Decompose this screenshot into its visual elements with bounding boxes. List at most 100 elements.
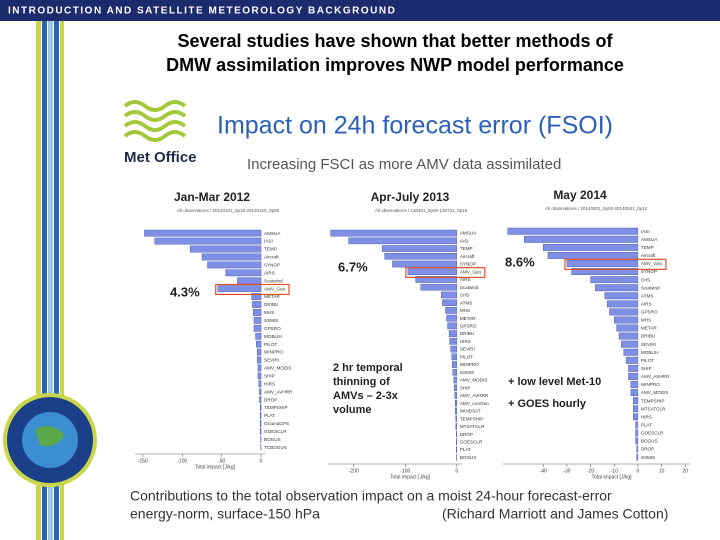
bar <box>420 283 458 291</box>
bar <box>448 330 458 337</box>
bar <box>225 269 262 277</box>
bar <box>452 361 458 368</box>
bar <box>445 307 458 314</box>
figure-subheading: Increasing FSCI as more AMV data assimil… <box>247 156 561 173</box>
category-label: TEMPSHIP <box>460 416 483 421</box>
category-label: IASI <box>264 239 273 244</box>
category-label: AMSUA <box>641 237 658 242</box>
category-label: SYNOP <box>460 262 476 267</box>
category-label: GPSRO <box>264 326 281 331</box>
bar <box>456 438 458 446</box>
bar <box>623 348 639 356</box>
category-label: TEMP <box>641 245 654 250</box>
category-label: WINPRO <box>264 350 283 355</box>
bar <box>257 372 262 380</box>
annotation: 4.3% <box>170 284 200 299</box>
bar <box>259 396 262 404</box>
category-label: MHS <box>264 310 274 315</box>
bar <box>635 421 639 429</box>
category-label: Scatwind <box>264 278 283 283</box>
x-tick-label: 20 <box>682 468 688 474</box>
category-label: DRIBU <box>460 331 474 336</box>
header: INTRODUCTION AND SATELLITE METEOROLOGY B… <box>8 6 396 17</box>
annotation: 6.7% <box>338 259 368 274</box>
bar <box>566 260 639 267</box>
category-label: METAR <box>264 294 280 299</box>
bar <box>630 381 639 388</box>
annotation: + low level Met-10 <box>508 376 601 388</box>
bar <box>455 415 458 422</box>
bar <box>260 428 262 435</box>
bar <box>446 314 458 322</box>
category-label: SHIP <box>460 385 471 390</box>
category-label: SSMIS <box>641 455 655 460</box>
category-label: SEVIRI <box>641 342 656 347</box>
category-label: PLAT <box>460 447 471 452</box>
x-tick-label: -20 <box>587 468 594 474</box>
category-label: AMV_MODIS <box>264 366 292 371</box>
bar <box>253 324 262 332</box>
bar <box>449 338 458 345</box>
bar <box>630 389 639 397</box>
category-label: ATMS <box>460 300 472 305</box>
category-label: MOBLIH <box>264 334 282 339</box>
x-axis-label: Total impact [J/kg] <box>195 464 236 470</box>
category-label: GOESCLR <box>641 431 664 436</box>
category-label: AMSUA <box>264 231 281 236</box>
bar <box>632 397 639 405</box>
bar <box>616 324 639 332</box>
bar <box>441 291 458 299</box>
bar <box>381 245 458 252</box>
bar <box>524 235 639 243</box>
annotation: + GOES hourly <box>508 398 587 410</box>
bar <box>454 384 458 392</box>
x-tick-label: 10 <box>659 468 665 474</box>
category-label: WINPRO <box>641 382 660 387</box>
annotation: thinning of <box>333 376 390 388</box>
category-label: Aircraft <box>641 253 656 258</box>
bar <box>259 388 262 396</box>
category-label: AMV_Geo <box>641 261 663 266</box>
annotation: volume <box>333 404 372 416</box>
category-label: BOGUS <box>460 455 477 460</box>
highlight-box <box>564 258 667 270</box>
category-label: GroundGPS <box>264 421 289 426</box>
bar <box>456 446 458 453</box>
x-tick-label: -30 <box>563 468 570 474</box>
bar <box>635 437 639 445</box>
category-label: DRIBU <box>641 334 655 339</box>
category-label: GOESCLR <box>264 429 287 434</box>
bar <box>257 364 262 372</box>
category-label: MTSATCLR <box>641 406 666 411</box>
category-label: TEMP <box>460 246 473 251</box>
bar <box>330 229 458 237</box>
category-label: WINDSAT <box>460 409 481 414</box>
category-label: TCBOGUS <box>264 445 287 450</box>
bar <box>201 253 262 261</box>
bar <box>407 268 458 276</box>
x-axis-label: Total impact [J/kg] <box>591 474 632 480</box>
category-label: AIRS <box>460 277 471 282</box>
bar <box>260 412 262 419</box>
bar <box>258 380 262 388</box>
category-label: DROP <box>641 447 654 452</box>
category-label: AMSUA <box>460 231 477 236</box>
category-label: Scatwind <box>460 285 479 290</box>
category-label: ATMS <box>641 293 653 298</box>
annotation: 2 hr temporal <box>333 362 403 374</box>
x-tick-label: -150 <box>138 458 148 464</box>
bar <box>217 285 262 293</box>
category-label: METAR <box>641 326 657 331</box>
bar <box>252 309 262 316</box>
category-label: Aircraft <box>460 254 475 259</box>
bar <box>260 404 262 411</box>
x-tick-label: 0 <box>260 458 263 464</box>
category-label: MTSATCLR <box>460 424 485 429</box>
bar <box>636 445 639 453</box>
met-office-logo <box>123 100 187 142</box>
bar <box>256 340 262 348</box>
highlight-box <box>215 283 290 296</box>
category-label: CrIS <box>641 277 650 282</box>
category-label: HIRS <box>641 414 652 419</box>
